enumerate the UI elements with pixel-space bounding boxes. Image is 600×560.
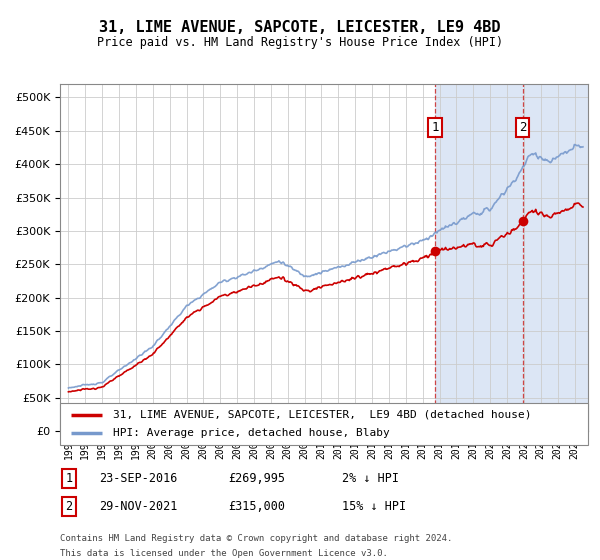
Text: 2: 2 — [519, 121, 526, 134]
Text: 31, LIME AVENUE, SAPCOTE, LEICESTER,  LE9 4BD (detached house): 31, LIME AVENUE, SAPCOTE, LEICESTER, LE9… — [113, 410, 532, 420]
Text: This data is licensed under the Open Government Licence v3.0.: This data is licensed under the Open Gov… — [60, 549, 388, 558]
FancyBboxPatch shape — [60, 403, 588, 445]
Text: 1: 1 — [431, 121, 439, 134]
Text: Price paid vs. HM Land Registry's House Price Index (HPI): Price paid vs. HM Land Registry's House … — [97, 36, 503, 49]
Text: HPI: Average price, detached house, Blaby: HPI: Average price, detached house, Blab… — [113, 428, 389, 438]
Text: 2% ↓ HPI: 2% ↓ HPI — [342, 472, 399, 486]
Text: Contains HM Land Registry data © Crown copyright and database right 2024.: Contains HM Land Registry data © Crown c… — [60, 534, 452, 543]
Text: 31, LIME AVENUE, SAPCOTE, LEICESTER, LE9 4BD: 31, LIME AVENUE, SAPCOTE, LEICESTER, LE9… — [99, 20, 501, 35]
Text: 29-NOV-2021: 29-NOV-2021 — [99, 500, 178, 514]
Text: 23-SEP-2016: 23-SEP-2016 — [99, 472, 178, 486]
Bar — [60, 84, 435, 431]
Bar — [435, 84, 588, 431]
Text: 1: 1 — [65, 472, 73, 486]
Text: 2: 2 — [65, 500, 73, 514]
Text: £315,000: £315,000 — [228, 500, 285, 514]
Text: £269,995: £269,995 — [228, 472, 285, 486]
Text: 15% ↓ HPI: 15% ↓ HPI — [342, 500, 406, 514]
